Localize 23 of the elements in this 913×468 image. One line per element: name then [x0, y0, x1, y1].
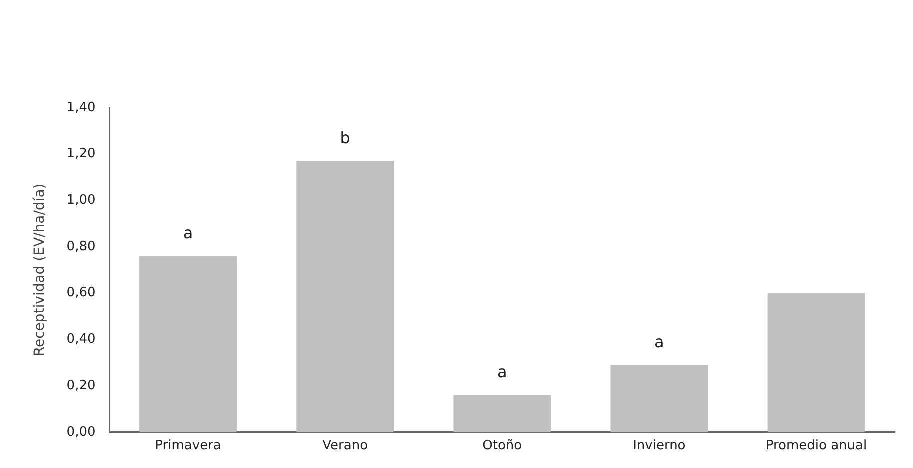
x-tick-label: Promedio anual: [766, 438, 868, 454]
y-tick-label: 0,00: [66, 424, 96, 440]
x-tick-label: Invierno: [633, 438, 686, 454]
annotation: a: [654, 332, 664, 352]
y-tick-label: 0,60: [66, 286, 96, 301]
bar: [140, 256, 237, 432]
x-tick-label: Otoño: [482, 438, 522, 454]
y-tick-label: 0,80: [66, 239, 96, 254]
bar: [610, 365, 708, 432]
x-tick-label: Primavera: [155, 438, 222, 454]
bar: [768, 293, 866, 432]
annotation: b: [340, 128, 350, 148]
y-tick-label: 0,20: [66, 378, 96, 394]
bar: [296, 161, 394, 432]
x-tick-label: Verano: [322, 438, 368, 454]
y-axis-title: Receptividad (EV/ha/día): [32, 184, 48, 357]
annotation: a: [497, 362, 508, 382]
y-tick-label: 1,00: [66, 193, 96, 208]
y-tick-label: 1,20: [66, 146, 96, 162]
bar: [454, 395, 552, 432]
y-tick-label: 0,40: [66, 332, 96, 348]
annotation: a: [183, 223, 194, 242]
y-tick-label: 1,40: [66, 100, 96, 116]
